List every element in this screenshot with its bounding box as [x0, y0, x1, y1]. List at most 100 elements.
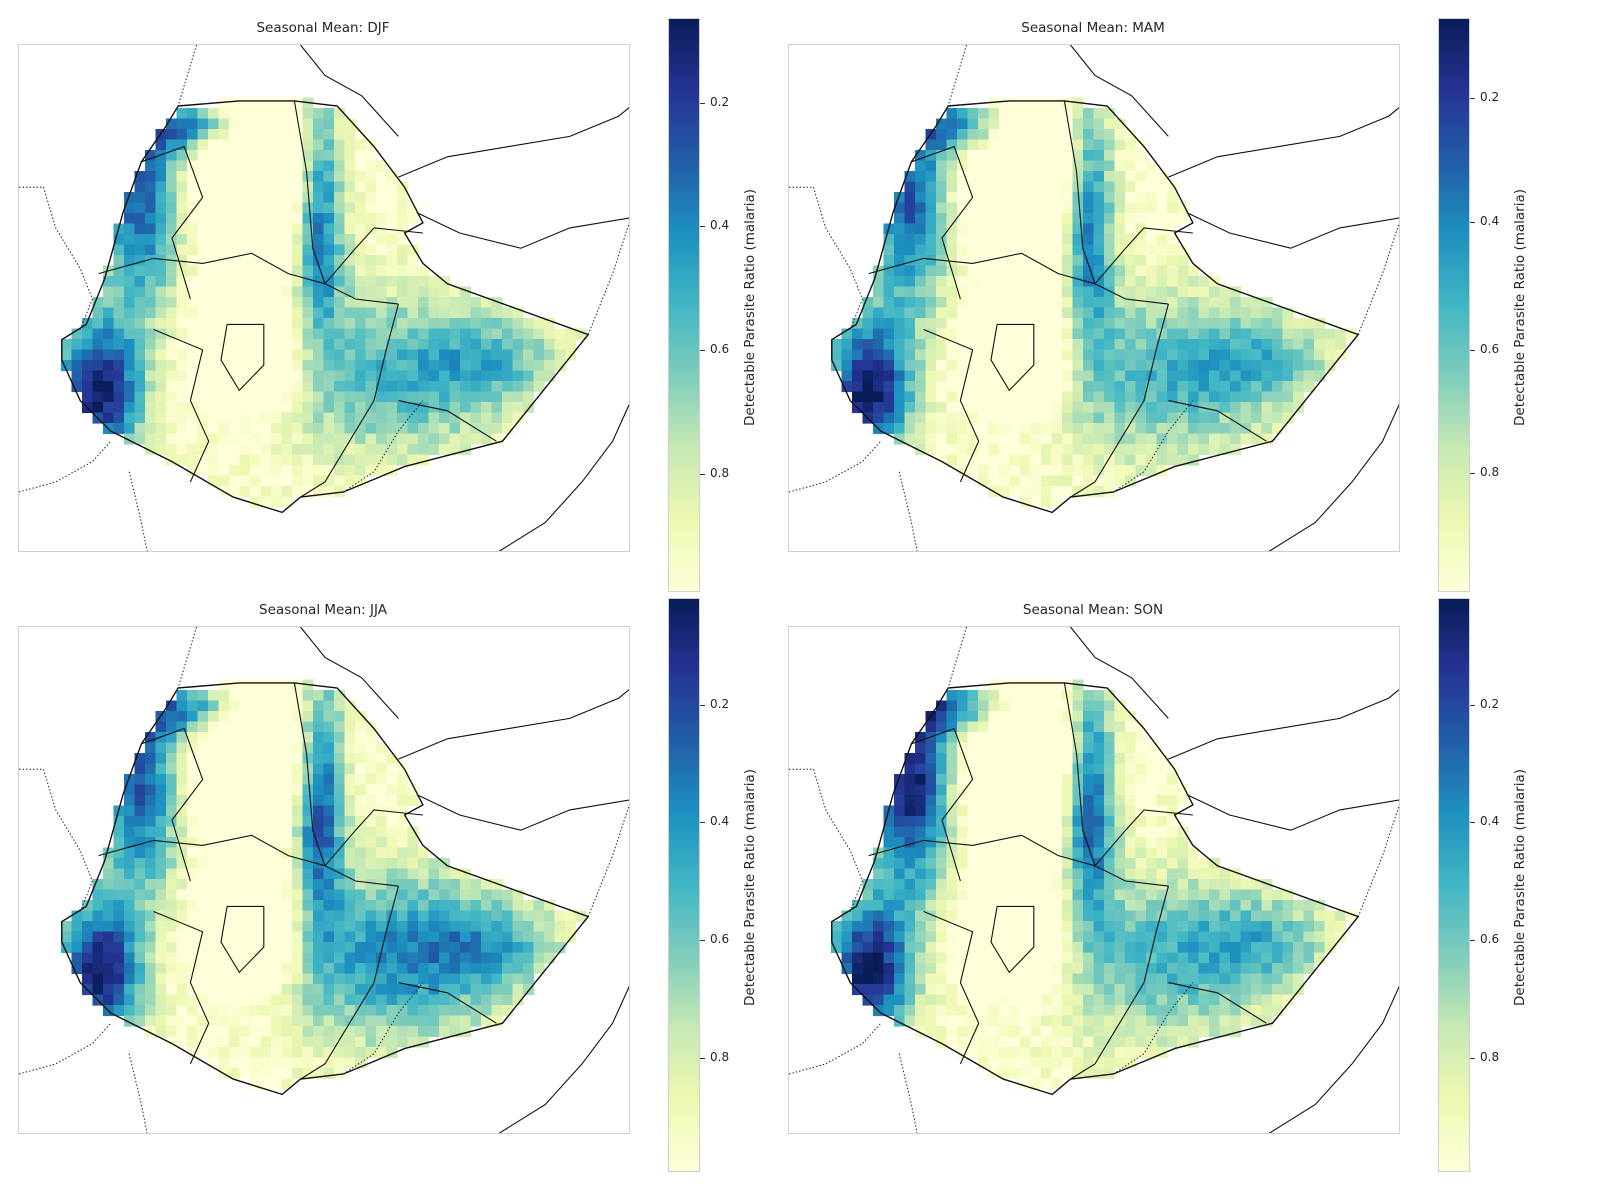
heatmap-cell: [197, 213, 209, 225]
heatmap-cell: [197, 444, 209, 456]
heatmap-cell: [936, 1036, 948, 1048]
heatmap-cell: [271, 1068, 283, 1080]
heatmap-cell: [1261, 984, 1273, 996]
heatmap-cell: [292, 192, 304, 204]
heatmap-cell: [1093, 192, 1105, 204]
heatmap-cell: [124, 984, 136, 996]
heatmap-cell: [323, 784, 335, 796]
heatmap-cell: [260, 202, 272, 214]
heatmap-cell: [187, 465, 199, 477]
heatmap-cell: [904, 297, 916, 309]
heatmap-cell: [999, 370, 1011, 382]
heatmap-cell: [1020, 1026, 1032, 1038]
heatmap-cell: [386, 900, 398, 912]
heatmap-cell: [302, 1036, 314, 1048]
heatmap-cell: [1303, 360, 1315, 372]
heatmap-cell: [292, 700, 304, 712]
heatmap-cell: [502, 381, 514, 393]
heatmap-cell: [470, 994, 482, 1006]
heatmap-cell: [134, 244, 146, 256]
heatmap-cell: [344, 826, 356, 838]
heatmap-cell: [1261, 1015, 1273, 1027]
heatmap-cell: [957, 412, 969, 424]
heatmap-cell: [999, 360, 1011, 372]
heatmap-cell: [271, 942, 283, 954]
heatmap-cell: [946, 963, 958, 975]
heatmap-cell: [281, 1078, 293, 1090]
heatmap-cell: [260, 234, 272, 246]
heatmap-cell: [936, 784, 948, 796]
heatmap-cell: [323, 118, 335, 130]
heatmap-cell: [1251, 318, 1263, 330]
heatmap-cell: [481, 984, 493, 996]
heatmap-cell: [957, 244, 969, 256]
heatmap-cell: [1219, 444, 1231, 456]
heatmap-cell: [988, 370, 1000, 382]
heatmap-cell: [292, 847, 304, 859]
heatmap-cell: [145, 349, 157, 361]
heatmap-cell: [1104, 486, 1116, 498]
coastline: [1070, 627, 1169, 719]
heatmap-cell: [946, 879, 958, 891]
heatmap-cell: [873, 297, 885, 309]
heatmap-cell: [302, 402, 314, 414]
heatmap-cell: [1072, 963, 1084, 975]
heatmap-cell: [250, 879, 262, 891]
heatmap-cell: [355, 910, 367, 922]
heatmap-cell: [124, 412, 136, 424]
heatmap-cell: [1030, 847, 1042, 859]
colorbar-tick-label: 0.2: [710, 95, 730, 109]
heatmap-cell: [365, 360, 377, 372]
heatmap-cell: [250, 826, 262, 838]
heatmap-cell: [386, 879, 398, 891]
heatmap-cell: [439, 1015, 451, 1027]
heatmap-cell: [1114, 763, 1126, 775]
heatmap-cell: [883, 265, 895, 277]
heatmap-cell: [999, 286, 1011, 298]
region-border: [293, 682, 326, 866]
heatmap-cell: [1020, 202, 1032, 214]
heatmap-cell: [103, 952, 115, 964]
heatmap-cell: [155, 900, 167, 912]
heatmap-cell: [1062, 412, 1074, 424]
heatmap-cell: [1261, 328, 1273, 340]
heatmap-cell: [176, 234, 188, 246]
heatmap-cell: [1041, 952, 1053, 964]
heatmap-cell: [1146, 1015, 1158, 1027]
heatmap-cell: [502, 349, 514, 361]
heatmap-cell: [271, 423, 283, 435]
heatmap-cell: [344, 742, 356, 754]
heatmap-cell: [915, 213, 927, 225]
heatmap-cell: [1020, 339, 1032, 351]
heatmap-cell: [1156, 1015, 1168, 1027]
heatmap-cell: [113, 837, 125, 849]
heatmap-cell: [1261, 423, 1273, 435]
heatmap-cell: [418, 328, 430, 340]
heatmap-cell: [988, 868, 1000, 880]
heatmap-cell: [197, 1047, 209, 1059]
heatmap-cell: [936, 213, 948, 225]
heatmap-cell: [894, 973, 906, 985]
heatmap-cell: [134, 255, 146, 267]
heatmap-cell: [1146, 433, 1158, 445]
heatmap-cell: [1009, 339, 1021, 351]
heatmap-cell: [187, 454, 199, 466]
heatmap-cell: [957, 921, 969, 933]
heatmap-cell: [134, 805, 146, 817]
heatmap-cell: [323, 1015, 335, 1027]
heatmap-cell: [946, 412, 958, 424]
heatmap-cell: [978, 202, 990, 214]
heatmap-cell: [852, 339, 864, 351]
heatmap-cell: [292, 433, 304, 445]
heatmap-cell: [229, 486, 241, 498]
heatmap-cell: [502, 402, 514, 414]
heatmap-cell: [1072, 826, 1084, 838]
heatmap-cell: [1209, 412, 1221, 424]
heatmap-cell: [1104, 1047, 1116, 1059]
heatmap-cell: [862, 391, 874, 403]
heatmap-cell: [1135, 816, 1147, 828]
heatmap-cell: [1030, 286, 1042, 298]
heatmap-cell: [946, 921, 958, 933]
heatmap-cell: [197, 711, 209, 723]
heatmap-cell: [957, 234, 969, 246]
